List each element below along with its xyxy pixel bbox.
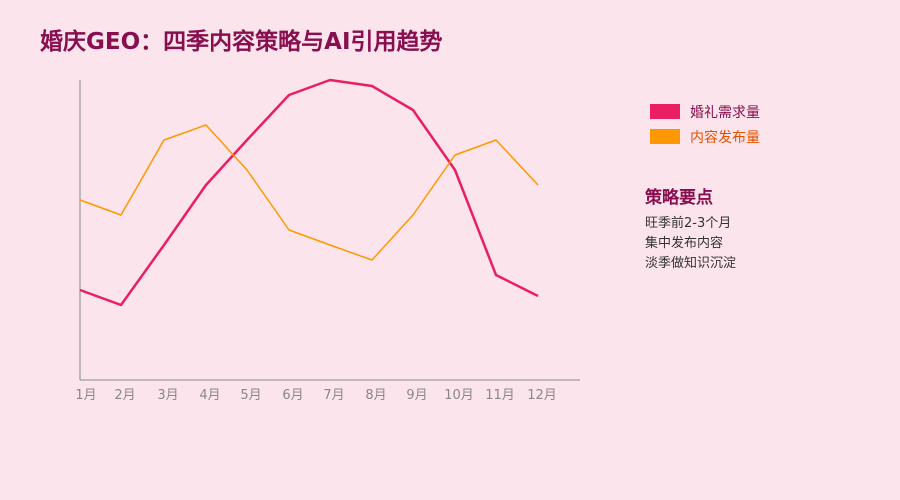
- x-tick-label: 10月: [444, 388, 474, 403]
- notes-title: 策略要点: [645, 188, 713, 208]
- note-line: 旺季前2-3个月: [645, 216, 732, 231]
- x-tick-label: 6月: [282, 388, 303, 403]
- x-tick-label: 3月: [157, 388, 178, 403]
- legend-swatch-demand: [650, 104, 680, 119]
- series-line-demand: [79, 78, 539, 307]
- x-tick-label: 1月: [75, 388, 96, 403]
- strategy-notes: 策略要点 旺季前2-3个月 集中发布内容 淡季做知识沉淀: [645, 183, 736, 274]
- x-tick-label: 7月: [323, 388, 344, 403]
- legend-swatch-publish: [650, 129, 680, 144]
- x-tick-label: 2月: [114, 388, 135, 403]
- note-line: 集中发布内容: [645, 236, 724, 251]
- x-tick-label: 12月: [527, 388, 557, 403]
- x-tick-label: 11月: [485, 388, 515, 403]
- legend-label-demand: 婚礼需求量: [690, 104, 760, 121]
- x-tick-label: 5月: [240, 388, 261, 403]
- legend: 婚礼需求量 内容发布量: [650, 99, 760, 149]
- x-tick-label: 9月: [406, 388, 427, 403]
- chart-title: 婚庆GEO：四季内容策略与AI引用趋势: [40, 29, 443, 55]
- note-line: 淡季做知识沉淀: [645, 256, 737, 271]
- x-tick-label: 8月: [365, 388, 386, 403]
- legend-item-publish: 内容发布量: [650, 124, 760, 149]
- legend-item-demand: 婚礼需求量: [650, 99, 760, 124]
- series-line-publish: [79, 124, 539, 261]
- x-tick-label: 4月: [199, 388, 220, 403]
- legend-label-publish: 内容发布量: [690, 129, 760, 146]
